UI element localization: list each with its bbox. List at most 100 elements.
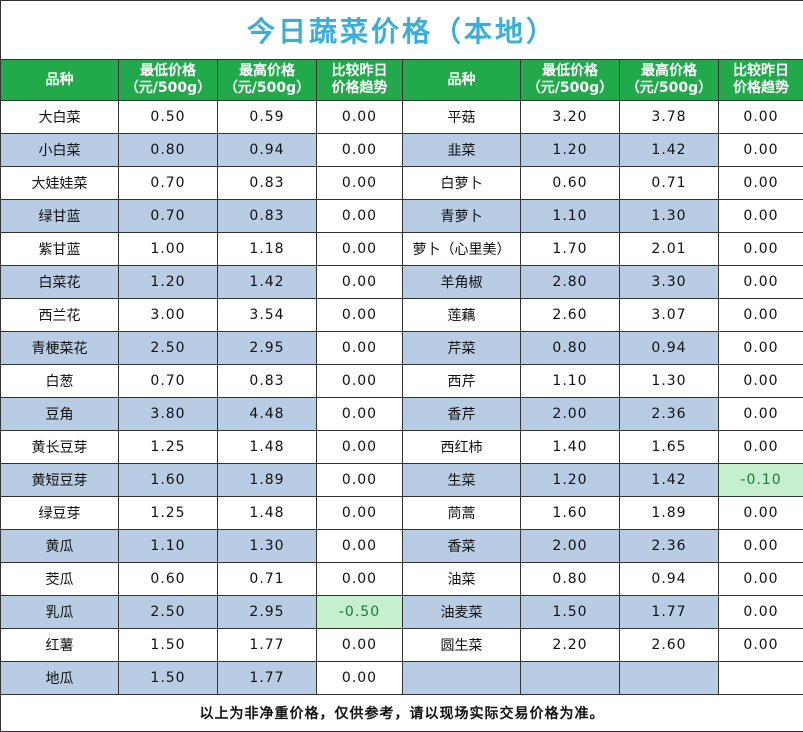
left-trend-cell: 0.00 — [317, 101, 403, 134]
right-name-cell: 油菜 — [403, 563, 521, 596]
right-name-cell: 韭菜 — [403, 134, 521, 167]
right-trend-cell: 0.00 — [719, 497, 803, 530]
right-name-cell: 羊角椒 — [403, 266, 521, 299]
left-high-cell: 1.77 — [218, 629, 317, 662]
left-high-cell: 1.42 — [218, 266, 317, 299]
right-high-cell: 3.30 — [620, 266, 719, 299]
left-name-cell: 黄短豆芽 — [1, 464, 119, 497]
right-trend-cell: -0.10 — [719, 464, 803, 497]
left-low-cell: 0.80 — [119, 134, 218, 167]
header-high-text: 最高价格 （元/500g） — [224, 63, 310, 96]
left-trend-cell: 0.00 — [317, 200, 403, 233]
right-trend-cell: 0.00 — [719, 629, 803, 662]
page-title: 今日蔬菜价格（本地） — [1, 1, 803, 60]
left-name-cell: 地瓜 — [1, 662, 119, 695]
left-trend-cell: 0.00 — [317, 299, 403, 332]
right-high-cell: 1.42 — [620, 464, 719, 497]
left-trend-cell: 0.00 — [317, 629, 403, 662]
right-high-cell: 1.30 — [620, 200, 719, 233]
left-low-cell: 2.50 — [119, 332, 218, 365]
right-trend-cell: 0.00 — [719, 167, 803, 200]
left-low-cell: 1.10 — [119, 530, 218, 563]
right-high-cell: 2.36 — [620, 398, 719, 431]
left-name-cell: 青梗菜花 — [1, 332, 119, 365]
left-high-cell: 0.83 — [218, 200, 317, 233]
col-header-trend-left: 比较昨日 价格趋势 — [317, 60, 403, 101]
right-high-cell: 2.01 — [620, 233, 719, 266]
right-high-cell: 0.94 — [620, 332, 719, 365]
right-name-cell: 西红柿 — [403, 431, 521, 464]
right-name-cell: 油麦菜 — [403, 596, 521, 629]
left-trend-cell: 0.00 — [317, 431, 403, 464]
header-low-text: 最低价格 （元/500g） — [527, 63, 613, 96]
right-trend-cell: 0.00 — [719, 398, 803, 431]
right-name-cell — [403, 662, 521, 695]
right-trend-cell: 0.00 — [719, 266, 803, 299]
right-trend-cell: 0.00 — [719, 101, 803, 134]
left-name-cell: 大娃娃菜 — [1, 167, 119, 200]
header-trend-text: 比较昨日 价格趋势 — [332, 63, 388, 96]
right-name-cell: 香芹 — [403, 398, 521, 431]
left-name-cell: 西兰花 — [1, 299, 119, 332]
right-low-cell: 2.00 — [521, 398, 620, 431]
right-high-cell: 1.42 — [620, 134, 719, 167]
left-low-cell: 0.70 — [119, 200, 218, 233]
right-name-cell: 萝卜（心里美） — [403, 233, 521, 266]
right-trend-cell: 0.00 — [719, 365, 803, 398]
right-low-cell: 1.50 — [521, 596, 620, 629]
right-name-cell: 生菜 — [403, 464, 521, 497]
left-high-cell: 0.83 — [218, 167, 317, 200]
right-low-cell: 1.20 — [521, 464, 620, 497]
right-name-cell: 平菇 — [403, 101, 521, 134]
right-trend-cell: 0.00 — [719, 563, 803, 596]
right-high-cell: 1.77 — [620, 596, 719, 629]
right-low-cell: 0.80 — [521, 563, 620, 596]
left-low-cell: 0.70 — [119, 167, 218, 200]
left-high-cell: 1.77 — [218, 662, 317, 695]
left-name-cell: 白菜花 — [1, 266, 119, 299]
left-name-cell: 黄长豆芽 — [1, 431, 119, 464]
right-high-cell: 1.30 — [620, 365, 719, 398]
left-name-cell: 乳瓜 — [1, 596, 119, 629]
left-trend-cell: 0.00 — [317, 530, 403, 563]
right-name-cell: 莲藕 — [403, 299, 521, 332]
right-name-cell: 西芹 — [403, 365, 521, 398]
left-trend-cell: 0.00 — [317, 233, 403, 266]
right-low-cell: 2.20 — [521, 629, 620, 662]
right-low-cell: 2.80 — [521, 266, 620, 299]
right-low-cell: 0.60 — [521, 167, 620, 200]
left-low-cell: 2.50 — [119, 596, 218, 629]
right-trend-cell: 0.00 — [719, 134, 803, 167]
right-low-cell — [521, 662, 620, 695]
left-low-cell: 0.50 — [119, 101, 218, 134]
disclaimer-note: 以上为非净重价格，仅供参考，请以现场实际交易价格为准。 — [1, 695, 803, 732]
header-low-text: 最低价格 （元/500g） — [125, 63, 211, 96]
left-name-cell: 红薯 — [1, 629, 119, 662]
left-trend-cell: 0.00 — [317, 497, 403, 530]
right-low-cell: 2.00 — [521, 530, 620, 563]
left-name-cell: 紫甘蓝 — [1, 233, 119, 266]
right-trend-cell: 0.00 — [719, 596, 803, 629]
right-low-cell: 1.60 — [521, 497, 620, 530]
right-trend-cell: 0.00 — [719, 431, 803, 464]
left-low-cell: 1.50 — [119, 662, 218, 695]
left-high-cell: 1.30 — [218, 530, 317, 563]
right-low-cell: 0.80 — [521, 332, 620, 365]
left-name-cell: 豆角 — [1, 398, 119, 431]
right-trend-cell: 0.00 — [719, 530, 803, 563]
left-low-cell: 1.25 — [119, 497, 218, 530]
right-high-cell: 3.78 — [620, 101, 719, 134]
